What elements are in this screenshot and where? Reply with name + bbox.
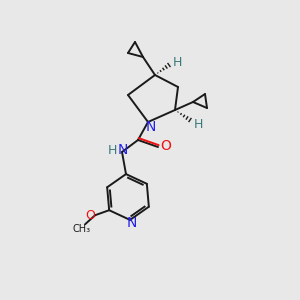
Text: N: N [127, 216, 137, 230]
Text: CH₃: CH₃ [72, 224, 90, 234]
Text: H: H [107, 143, 117, 157]
Text: O: O [160, 139, 171, 153]
Text: O: O [85, 209, 95, 222]
Text: H: H [193, 118, 203, 130]
Text: H: H [172, 56, 182, 68]
Text: N: N [118, 143, 128, 157]
Text: N: N [146, 120, 156, 134]
